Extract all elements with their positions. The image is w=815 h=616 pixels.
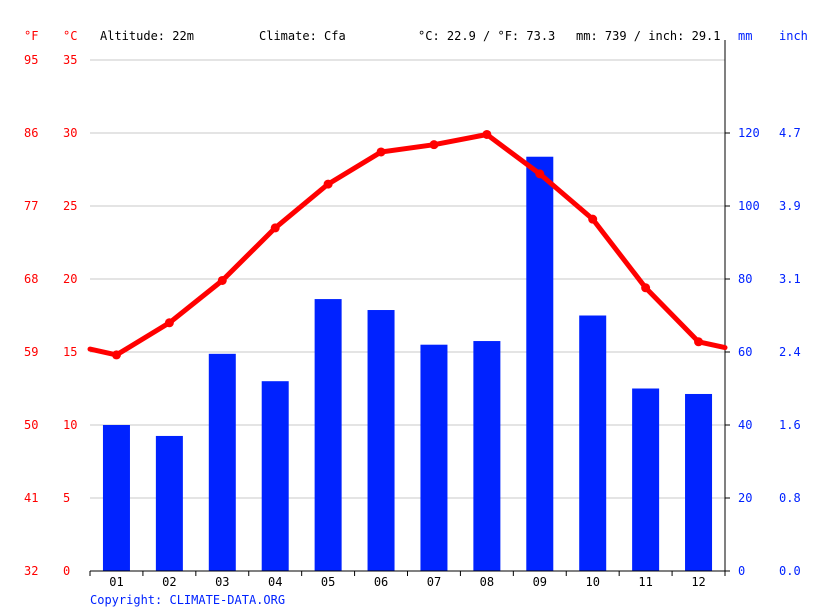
inch-tick-label: 3.1 — [779, 272, 801, 286]
mm-unit-label: mm — [738, 29, 752, 43]
fahrenheit-tick-label: 50 — [24, 418, 38, 432]
fahrenheit-tick-label: 59 — [24, 345, 38, 359]
inch-tick-label: 2.4 — [779, 345, 801, 359]
month-tick-label: 08 — [480, 575, 494, 589]
precipitation-bar — [579, 315, 607, 571]
temperature-point — [164, 318, 174, 328]
celsius-tick-label: 30 — [63, 126, 77, 140]
precipitation-bar — [208, 353, 236, 571]
month-tick-label: 11 — [638, 575, 652, 589]
celsius-unit-label: °C — [63, 29, 77, 43]
mm-tick-label: 60 — [738, 345, 752, 359]
fahrenheit-tick-label: 41 — [24, 491, 38, 505]
inch-tick-label: 3.9 — [779, 199, 801, 213]
month-tick-label: 04 — [268, 575, 282, 589]
inch-unit-label: inch — [779, 29, 808, 43]
temperature-point — [694, 337, 704, 347]
axes — [89, 40, 730, 576]
temperature-point — [588, 214, 598, 224]
precipitation-bar — [526, 156, 554, 571]
precipitation-bar — [155, 435, 183, 571]
month-tick-label: 06 — [374, 575, 388, 589]
temperature-line — [87, 129, 728, 360]
celsius-tick-label: 5 — [63, 491, 70, 505]
temperature-point — [111, 350, 121, 360]
precipitation-bar — [473, 341, 501, 571]
precipitation-bar — [685, 393, 713, 571]
climate-label: Climate: Cfa — [259, 29, 346, 43]
temperature-point — [217, 275, 227, 285]
precipitation-bar — [632, 388, 660, 571]
celsius-tick-label: 0 — [63, 564, 70, 578]
mm-tick-label: 100 — [738, 199, 760, 213]
fahrenheit-tick-label: 86 — [24, 126, 38, 140]
inch-tick-label: 4.7 — [779, 126, 801, 140]
inch-tick-label: 0.0 — [779, 564, 801, 578]
copyright-link[interactable]: Copyright: CLIMATE-DATA.ORG — [90, 593, 285, 607]
temperature-polyline — [87, 132, 728, 358]
grid-lines — [90, 59, 725, 499]
month-tick-label: 09 — [533, 575, 547, 589]
temperature-point — [429, 140, 439, 150]
month-tick-label: 02 — [162, 575, 176, 589]
inch-tick-label: 0.8 — [779, 491, 801, 505]
altitude-label: Altitude: 22m — [100, 29, 194, 43]
month-tick-label: 12 — [691, 575, 705, 589]
month-tick-label: 10 — [585, 575, 599, 589]
temperature-summary: °C: 22.9 / °F: 73.3 — [418, 29, 555, 43]
fahrenheit-tick-label: 32 — [24, 564, 38, 578]
celsius-tick-label: 10 — [63, 418, 77, 432]
mm-tick-label: 40 — [738, 418, 752, 432]
precipitation-bar — [261, 381, 289, 571]
celsius-tick-label: 15 — [63, 345, 77, 359]
fahrenheit-tick-label: 68 — [24, 272, 38, 286]
temperature-point — [323, 179, 333, 189]
temperature-point — [535, 169, 545, 179]
mm-tick-label: 120 — [738, 126, 760, 140]
temperature-point — [641, 283, 651, 293]
precipitation-summary: mm: 739 / inch: 29.1 — [576, 29, 721, 43]
month-tick-label: 01 — [109, 575, 123, 589]
precipitation-bar — [367, 310, 395, 571]
celsius-tick-label: 25 — [63, 199, 77, 213]
fahrenheit-tick-label: 95 — [24, 53, 38, 67]
precipitation-bar — [102, 425, 130, 571]
inch-tick-label: 1.6 — [779, 418, 801, 432]
mm-tick-label: 20 — [738, 491, 752, 505]
temperature-point — [270, 223, 280, 233]
fahrenheit-unit-label: °F — [24, 29, 38, 43]
temperature-point — [376, 147, 386, 157]
precipitation-bar — [314, 299, 342, 571]
month-tick-label: 05 — [321, 575, 335, 589]
precipitation-bar — [420, 344, 448, 571]
celsius-tick-label: 35 — [63, 53, 77, 67]
month-tick-label: 07 — [427, 575, 441, 589]
month-tick-label: 03 — [215, 575, 229, 589]
celsius-tick-label: 20 — [63, 272, 77, 286]
mm-tick-label: 80 — [738, 272, 752, 286]
mm-tick-label: 0 — [738, 564, 745, 578]
fahrenheit-tick-label: 77 — [24, 199, 38, 213]
precipitation-bars — [102, 156, 713, 571]
temperature-point — [482, 129, 492, 139]
